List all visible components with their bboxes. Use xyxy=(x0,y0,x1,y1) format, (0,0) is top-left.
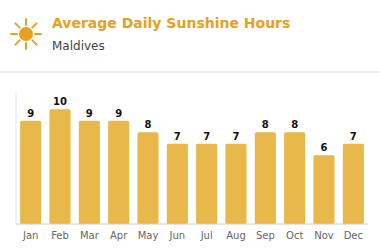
data-label: 9 xyxy=(27,108,34,119)
x-tick-label: Sep xyxy=(256,230,275,241)
chart-svg: Average Daily Sunshine Hours Maldives 9 Jan… xyxy=(0,0,380,250)
x-tick-label: Jun xyxy=(169,230,186,241)
data-label: 8 xyxy=(145,119,152,130)
chart-container: Average Daily Sunshine Hours Maldives 9 Jan… xyxy=(0,0,380,250)
bar xyxy=(225,144,246,224)
bar xyxy=(167,144,188,224)
bar xyxy=(255,132,276,224)
x-tick-label: Oct xyxy=(286,230,303,241)
data-label: 7 xyxy=(203,131,210,142)
x-axis-line xyxy=(16,224,368,225)
y-axis-line xyxy=(16,92,17,224)
data-label: 9 xyxy=(115,108,122,119)
bar xyxy=(196,144,217,224)
x-tick-label: Dec xyxy=(344,230,363,241)
sun-ray xyxy=(35,33,41,35)
bar xyxy=(284,132,305,224)
sun-body xyxy=(19,27,33,41)
x-tick-label: Jan xyxy=(22,230,38,241)
sun-ray xyxy=(25,19,27,25)
bar xyxy=(343,144,364,224)
x-tick-label: Apr xyxy=(110,230,128,241)
sun-ray xyxy=(25,43,27,49)
separator xyxy=(0,72,380,73)
bar xyxy=(313,155,334,224)
data-label: 7 xyxy=(350,131,357,142)
data-label: 7 xyxy=(174,131,181,142)
x-tick-label: Aug xyxy=(226,230,246,241)
bar xyxy=(79,121,100,224)
bar xyxy=(108,121,129,224)
x-tick-label: May xyxy=(138,230,159,241)
x-tick-label: Mar xyxy=(80,230,100,241)
bar xyxy=(20,121,41,224)
x-tick-label: Nov xyxy=(314,230,334,241)
data-label: 7 xyxy=(233,131,240,142)
bars xyxy=(20,109,364,224)
bar xyxy=(137,132,158,224)
x-tick-label: Jul xyxy=(200,230,213,241)
sun-ray xyxy=(11,33,17,35)
data-label: 10 xyxy=(53,96,67,107)
data-label: 9 xyxy=(86,108,93,119)
labels: 9 Jan 10 Feb 9 Mar 9 Apr 8 May 7 Jun 7 Jul 7 Aug 8 Sep 8 Oc… xyxy=(22,96,363,241)
sun-ray xyxy=(15,40,19,44)
sun-ray xyxy=(32,23,36,27)
x-tick-label: Feb xyxy=(51,230,69,241)
sun-icon xyxy=(11,19,41,49)
title: Average Daily Sunshine Hours xyxy=(52,15,290,31)
bar xyxy=(49,109,70,224)
sun-ray xyxy=(32,40,36,44)
sun-ray xyxy=(15,23,19,27)
data-label: 6 xyxy=(321,142,328,153)
data-label: 8 xyxy=(291,119,298,130)
subtitle: Maldives xyxy=(52,39,105,53)
data-label: 8 xyxy=(262,119,269,130)
